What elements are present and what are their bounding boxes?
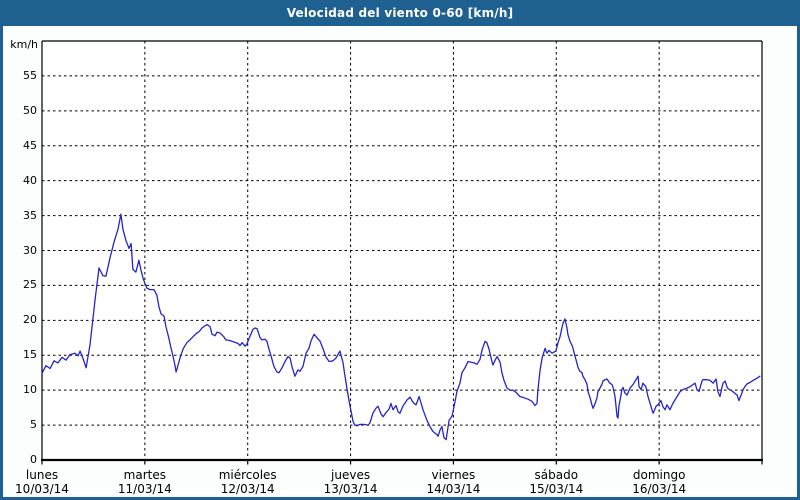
x-day-label: miércoles 12/03/14 xyxy=(196,469,300,496)
day-name: jueves xyxy=(331,468,371,482)
y-tick-label: 0 xyxy=(30,453,37,466)
y-tick-label: 50 xyxy=(23,103,37,117)
y-tick-label: 20 xyxy=(23,313,37,327)
day-date: 10/03/14 xyxy=(15,482,69,496)
x-day-label: jueves 13/03/14 xyxy=(299,469,403,496)
day-date: 16/03/14 xyxy=(632,482,687,496)
y-tick-label: 15 xyxy=(23,348,37,362)
window-title: Velocidad del viento 0-60 [km/h] xyxy=(286,6,514,20)
y-tick-label: 40 xyxy=(23,173,37,187)
x-day-label: sábado 15/03/14 xyxy=(504,469,608,496)
day-date: 12/03/14 xyxy=(220,482,275,496)
y-tick-label: 10 xyxy=(23,383,37,397)
y-axis-unit-label: km/h xyxy=(10,38,38,51)
day-date: 14/03/14 xyxy=(426,482,481,496)
day-name: miércoles xyxy=(218,468,277,482)
day-date: 13/03/14 xyxy=(323,482,378,496)
day-name: martes xyxy=(123,468,166,482)
window-frame-left xyxy=(0,26,3,500)
wind-speed-line xyxy=(41,213,761,441)
day-name: domingo xyxy=(632,468,686,482)
x-day-label: martes 11/03/14 xyxy=(93,469,197,496)
y-tick-label: 55 xyxy=(23,68,37,82)
y-tick-label: 35 xyxy=(23,208,37,222)
y-tick-label: 45 xyxy=(23,138,37,152)
y-tick-label: 30 xyxy=(23,243,37,257)
x-day-label: domingo 16/03/14 xyxy=(607,469,711,496)
day-name: sábado xyxy=(534,468,579,482)
window-frame-right xyxy=(797,26,800,500)
day-name: lunes xyxy=(25,468,59,482)
title-bar: Velocidad del viento 0-60 [km/h] xyxy=(0,0,800,26)
y-tick-label: 25 xyxy=(23,278,37,292)
day-name: viernes xyxy=(431,468,476,482)
y-tick-label: 5 xyxy=(30,418,37,432)
day-date: 15/03/14 xyxy=(529,482,584,496)
x-day-label: lunes 10/03/14 xyxy=(0,469,94,496)
window-frame-bottom xyxy=(0,497,800,500)
day-date: 11/03/14 xyxy=(117,482,172,496)
x-day-label: viernes 14/03/14 xyxy=(401,469,505,496)
